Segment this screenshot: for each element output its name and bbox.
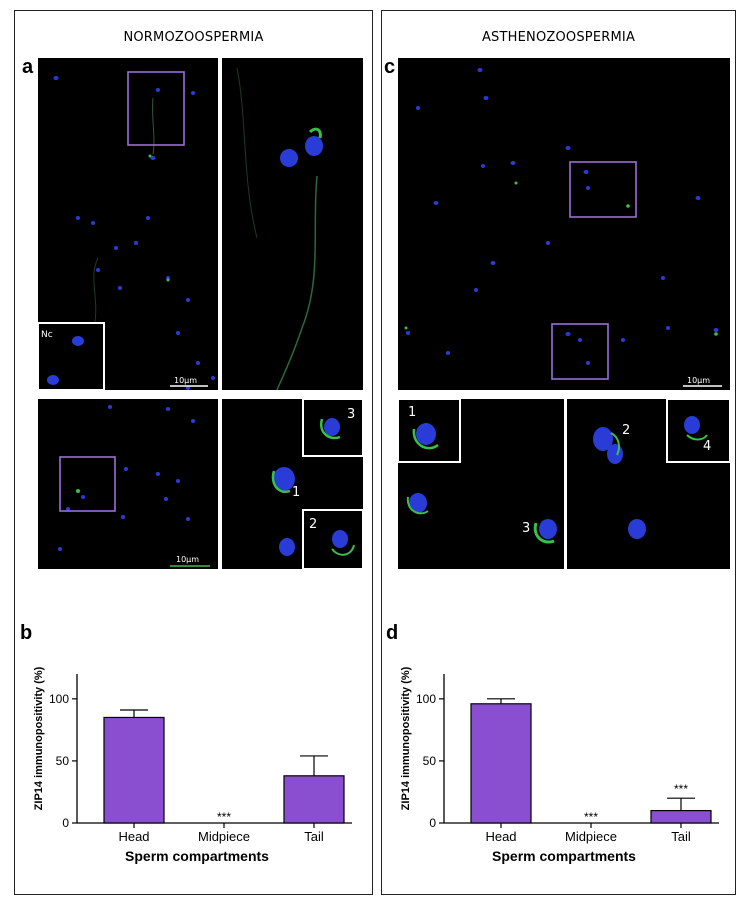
chart-b: 0 50 100 Head Midpiece *** Tail Sperm compartme… bbox=[14, 640, 373, 880]
scalebar-label: 10μm bbox=[687, 376, 711, 385]
y-axis-label: ZIP14 immunopositivity (%) bbox=[400, 666, 412, 810]
figure-letter-a: a bbox=[22, 56, 34, 78]
y-tick-label: 100 bbox=[416, 692, 436, 706]
cell-label-1: 1 bbox=[408, 405, 417, 420]
scalebar-label: 10μm bbox=[174, 376, 198, 385]
right-panel-title: ASTHENOZOOSPERMIA bbox=[481, 30, 636, 45]
x-tick-label: Head bbox=[485, 829, 516, 844]
x-tick-label: Head bbox=[118, 829, 149, 844]
micrograph-a-zoom bbox=[222, 58, 363, 390]
y-tick-label: 100 bbox=[49, 692, 69, 706]
y-tick-label: 50 bbox=[56, 754, 70, 768]
x-tick-label: Tail bbox=[671, 829, 691, 844]
bar-tail bbox=[650, 809, 712, 824]
x-tick-label: Midpiece bbox=[198, 829, 250, 844]
y-tick-label: 0 bbox=[62, 816, 69, 830]
cell-label-1: 1 bbox=[292, 485, 301, 500]
x-tick-label: Tail bbox=[304, 829, 324, 844]
bar-tail bbox=[283, 775, 345, 824]
x-axis-label: Sperm compartments bbox=[125, 848, 269, 864]
cell-label-2: 2 bbox=[622, 423, 631, 438]
cell-label-2: 2 bbox=[309, 517, 318, 532]
left-panel-title: NORMOZOOSPERMIA bbox=[123, 30, 264, 45]
figure-letter-b: b bbox=[20, 622, 33, 644]
micrograph-a-cells: 1 2 3 bbox=[222, 399, 363, 569]
micrograph-c-cells-left: 1 3 bbox=[398, 399, 564, 569]
inset-label-nc: Nc bbox=[41, 330, 53, 340]
figure-letter-d: d bbox=[386, 622, 399, 644]
right-panel-frame bbox=[381, 10, 736, 895]
x-axis-label: Sperm compartments bbox=[492, 848, 636, 864]
micrograph-c-cells-right: 2 4 bbox=[567, 399, 730, 569]
bar-head bbox=[103, 716, 165, 824]
scalebar-label: 10μm bbox=[176, 555, 200, 564]
micrograph-c-overview: 10μm bbox=[398, 58, 730, 390]
bar-head bbox=[470, 703, 532, 824]
significance-marker: *** bbox=[584, 810, 598, 824]
y-tick-label: 0 bbox=[429, 816, 436, 830]
x-tick-label: Midpiece bbox=[565, 829, 617, 844]
y-tick-label: 50 bbox=[423, 754, 437, 768]
significance-marker: *** bbox=[217, 810, 231, 824]
cell-label-3: 3 bbox=[347, 407, 356, 422]
y-axis-label: ZIP14 immunopositivity (%) bbox=[33, 666, 45, 810]
left-panel-frame bbox=[14, 10, 373, 895]
cell-label-3: 3 bbox=[522, 521, 531, 536]
micrograph-a-second-field: 10μm bbox=[38, 399, 218, 569]
figure-letter-c: c bbox=[384, 56, 396, 78]
significance-marker: *** bbox=[674, 782, 688, 796]
micrograph-a-overview: Nc 10μm bbox=[38, 58, 218, 390]
chart-d: 0 50 100 Head Midpiece *** Tail *** Sperm compar… bbox=[381, 640, 736, 880]
cell-label-4: 4 bbox=[703, 439, 712, 454]
